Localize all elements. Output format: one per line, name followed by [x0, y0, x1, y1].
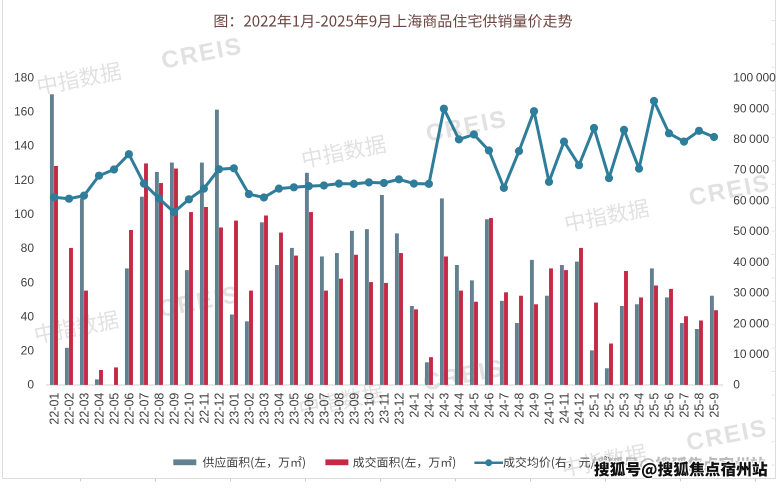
svg-text:0: 0 [733, 378, 740, 392]
svg-text:23-12: 23-12 [392, 393, 406, 425]
svg-text:25-1: 25-1 [587, 393, 601, 418]
svg-text:160: 160 [14, 105, 34, 119]
svg-text:22-05: 22-05 [107, 393, 121, 425]
svg-text:24-7: 24-7 [497, 393, 511, 418]
svg-text:22-12: 22-12 [212, 393, 226, 425]
svg-text:24-12: 24-12 [572, 393, 586, 425]
svg-text:22-09: 22-09 [167, 393, 181, 425]
svg-text:22-08: 22-08 [152, 393, 166, 425]
svg-text:24-9: 24-9 [527, 393, 541, 418]
svg-text:24-5: 24-5 [467, 393, 481, 418]
svg-text:23-10: 23-10 [362, 393, 376, 425]
svg-text:24-10: 24-10 [542, 393, 556, 425]
svg-text:22-06: 22-06 [122, 393, 136, 425]
svg-text:25-2: 25-2 [602, 393, 616, 418]
svg-text:24-6: 24-6 [482, 393, 496, 418]
svg-text:24-11: 24-11 [557, 393, 571, 424]
svg-text:22-11: 22-11 [197, 393, 211, 424]
svg-text:23-05: 23-05 [287, 393, 301, 425]
svg-text:25-4: 25-4 [632, 393, 646, 418]
svg-text:23-08: 23-08 [332, 393, 346, 425]
svg-text:60: 60 [21, 275, 35, 289]
svg-text:140: 140 [14, 139, 34, 153]
svg-text:40: 40 [21, 309, 35, 323]
svg-text:180: 180 [14, 70, 34, 84]
svg-text:120: 120 [14, 173, 34, 187]
svg-text:23-09: 23-09 [347, 393, 361, 425]
svg-text:80: 80 [21, 241, 35, 255]
svg-text:24-2: 24-2 [422, 393, 436, 418]
svg-text:22-02: 22-02 [62, 393, 76, 425]
svg-text:23-02: 23-02 [242, 393, 256, 425]
svg-text:22-07: 22-07 [137, 393, 151, 425]
svg-text:24-3: 24-3 [437, 393, 451, 418]
svg-text:23-07: 23-07 [317, 393, 331, 425]
svg-text:25-6: 25-6 [662, 393, 676, 418]
svg-text:23-04: 23-04 [272, 393, 286, 425]
svg-text:22-10: 22-10 [182, 393, 196, 425]
svg-text:22-01: 22-01 [47, 393, 61, 425]
svg-text:22-04: 22-04 [92, 393, 106, 425]
svg-text:22-03: 22-03 [77, 393, 91, 425]
svg-text:20: 20 [21, 344, 35, 358]
svg-text:23-01: 23-01 [227, 393, 241, 425]
svg-text:25-7: 25-7 [677, 393, 691, 418]
svg-text:23-11: 23-11 [377, 393, 391, 424]
svg-text:100: 100 [14, 207, 34, 221]
svg-text:25-3: 25-3 [617, 393, 631, 418]
svg-text:24-1: 24-1 [407, 393, 421, 418]
svg-text:0: 0 [27, 378, 34, 392]
svg-text:23-06: 23-06 [302, 393, 316, 425]
svg-text:24-4: 24-4 [452, 393, 466, 418]
svg-text:23-03: 23-03 [257, 393, 271, 425]
svg-text:25-8: 25-8 [692, 393, 706, 418]
svg-text:25-5: 25-5 [647, 393, 661, 418]
svg-text:24-8: 24-8 [512, 393, 526, 418]
svg-text:25-9: 25-9 [707, 393, 721, 418]
